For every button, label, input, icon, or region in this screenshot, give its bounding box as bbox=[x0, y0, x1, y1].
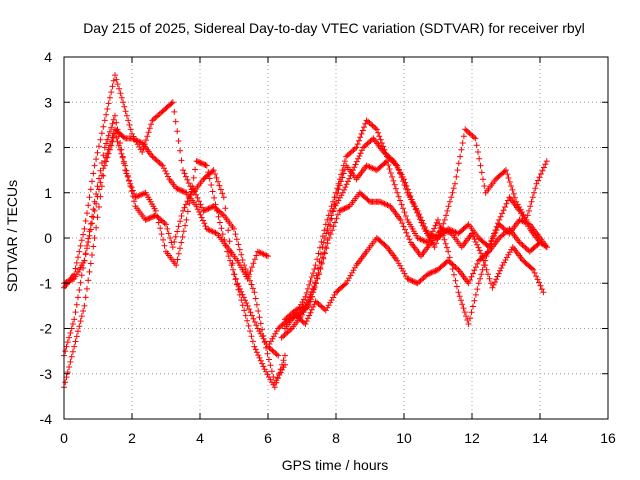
y-axis-label: SDTVAR / TECUs bbox=[4, 180, 20, 292]
y-tick-label: 1 bbox=[44, 185, 52, 201]
x-tick-label: 8 bbox=[332, 430, 340, 446]
series-track-9 bbox=[282, 225, 550, 332]
x-tick-label: 6 bbox=[264, 430, 272, 446]
chart-title: Day 215 of 2025, Sidereal Day-to-day VTE… bbox=[83, 20, 585, 36]
x-tick-label: 12 bbox=[464, 430, 480, 446]
y-tick-label: 2 bbox=[44, 140, 52, 156]
data-point-markers bbox=[61, 112, 282, 359]
data-point-markers bbox=[282, 225, 550, 332]
y-tick-label: 4 bbox=[44, 49, 52, 65]
x-tick-label: 4 bbox=[196, 430, 204, 446]
x-tick-label: 10 bbox=[396, 430, 412, 446]
grid bbox=[64, 57, 608, 419]
y-tick-label: -4 bbox=[40, 411, 53, 427]
x-axis-label: GPS time / hours bbox=[282, 457, 389, 473]
y-tick-label: -1 bbox=[40, 275, 53, 291]
y-tick-label: 0 bbox=[44, 230, 52, 246]
x-tick-label: 14 bbox=[532, 430, 548, 446]
data-point-markers bbox=[61, 126, 271, 287]
y-tick-label: -2 bbox=[40, 321, 53, 337]
x-tick-label: 0 bbox=[60, 430, 68, 446]
series-track-3 bbox=[61, 112, 282, 359]
x-tick-label: 2 bbox=[128, 430, 136, 446]
series-track-1 bbox=[61, 126, 271, 287]
y-tick-label: -3 bbox=[40, 366, 53, 382]
y-tick-label: 3 bbox=[44, 94, 52, 110]
data-points bbox=[61, 72, 550, 391]
x-tick-label: 16 bbox=[600, 430, 616, 446]
